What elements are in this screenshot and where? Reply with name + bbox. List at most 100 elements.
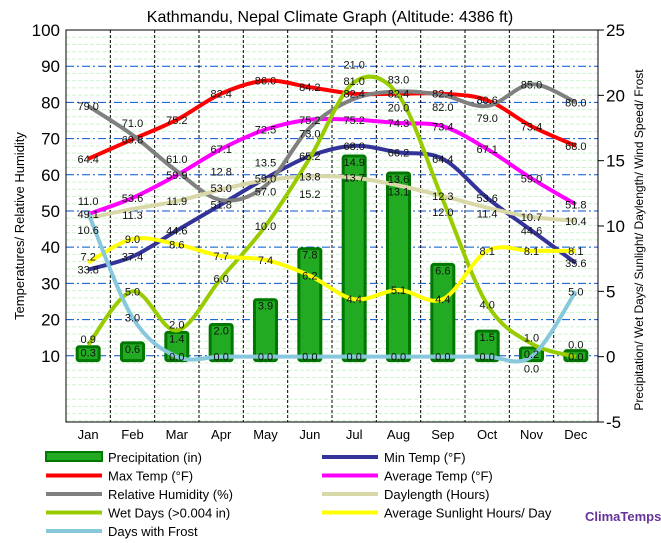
data-label: 8.1 — [480, 246, 495, 258]
data-label: 0.0 — [568, 352, 583, 364]
data-label: 72.5 — [255, 125, 276, 137]
data-label: 82.4 — [432, 89, 453, 101]
data-label: 71.0 — [122, 118, 143, 130]
data-label: 75.2 — [299, 115, 320, 127]
data-label: 82.0 — [432, 102, 453, 114]
data-label: 67.1 — [210, 144, 231, 156]
data-label: 51.8 — [210, 199, 231, 211]
data-label: 75.2 — [343, 115, 364, 127]
legend-label: Wet Days (>0.004 in) — [108, 506, 230, 521]
data-label: 86.0 — [255, 76, 276, 88]
data-label: 20.0 — [388, 102, 409, 114]
data-label: 6.6 — [435, 265, 450, 277]
data-label: 7.7 — [214, 251, 229, 263]
data-label: 69.8 — [122, 134, 143, 146]
y-tick-label: 20 — [41, 311, 60, 330]
data-label: 66.2 — [388, 147, 409, 159]
data-label: 79.0 — [77, 101, 98, 113]
data-label: 75.2 — [166, 115, 187, 127]
data-label: 10.7 — [521, 212, 542, 224]
data-label: 14.9 — [343, 157, 364, 169]
data-label: 4.4 — [347, 294, 362, 306]
legend-label: Average Temp (°F) — [384, 469, 493, 484]
data-label: 67.1 — [476, 144, 497, 156]
y2-tick-label: 20 — [606, 86, 625, 105]
data-label: 4.0 — [480, 299, 495, 311]
data-label: 49.1 — [77, 209, 98, 221]
data-label: 81.0 — [343, 76, 364, 88]
data-label: 35.6 — [565, 258, 586, 270]
data-label: 73.4 — [432, 121, 453, 133]
data-label: 2.0 — [214, 326, 229, 338]
data-label: 0.0 — [524, 364, 539, 376]
data-label: 79.0 — [476, 113, 497, 125]
data-label: 0.3 — [81, 348, 96, 360]
data-label: 82.4 — [343, 89, 364, 101]
legend-label: Daylength (Hours) — [384, 487, 490, 502]
y2-tick-label: -5 — [606, 413, 621, 432]
data-label: 64.4 — [77, 154, 98, 166]
x-tick-label: Jan — [78, 427, 99, 442]
data-label: 12.0 — [432, 207, 453, 219]
data-label: 13.8 — [299, 171, 320, 183]
data-label: 82.4 — [210, 89, 231, 101]
data-label: 10.0 — [255, 221, 276, 233]
precipitation-bar — [208, 323, 234, 363]
data-label: 53.0 — [210, 183, 231, 195]
x-tick-label: Jul — [346, 427, 363, 442]
data-label: 59.9 — [166, 170, 187, 182]
data-label: 8.6 — [169, 239, 184, 251]
data-label: 0.0 — [347, 352, 362, 364]
data-label: 44.6 — [521, 226, 542, 238]
data-label: 53.6 — [122, 193, 143, 205]
legend-label: Precipitation (in) — [108, 450, 202, 465]
legend-label: Relative Humidity (%) — [108, 487, 233, 502]
x-tick-label: May — [253, 427, 278, 442]
y2-tick-label: 5 — [606, 282, 615, 301]
data-label: 51.8 — [565, 199, 586, 211]
data-label: 7.2 — [81, 252, 96, 264]
x-tick-label: Mar — [166, 427, 189, 442]
plot-frame — [65, 29, 599, 423]
data-label: 84.2 — [299, 82, 320, 94]
data-label: 61.0 — [166, 154, 187, 166]
data-label: 0.0 — [391, 352, 406, 364]
legend-label: Max Temp (°F) — [108, 469, 193, 484]
data-label: 0.0 — [480, 352, 495, 364]
data-label: 65.2 — [299, 151, 320, 163]
data-label: 0.9 — [81, 334, 96, 346]
data-label: 11.4 — [477, 209, 498, 221]
data-label: 10.6 — [77, 225, 98, 237]
y-tick-label: 90 — [41, 57, 60, 76]
data-label: 8.1 — [524, 246, 539, 258]
data-label: 7.8 — [302, 250, 317, 262]
data-label: 1.0 — [524, 333, 539, 345]
y2-axis-label: Precipitation/ Wet Days/ Sunlight/ Dayle… — [632, 69, 646, 411]
y2-tick-label: 0 — [606, 348, 615, 367]
y-tick-label: 80 — [41, 93, 60, 112]
x-tick-label: Aug — [387, 427, 410, 442]
precipitation-bar — [386, 171, 411, 363]
precipitation-bar — [474, 329, 500, 363]
data-label: 85.0 — [521, 79, 542, 91]
data-label: 4.4 — [435, 294, 450, 306]
series-line-4 — [87, 82, 577, 203]
y2-tick-label: 10 — [606, 217, 625, 236]
series-line-6 — [86, 74, 577, 359]
data-label: 0.0 — [435, 352, 450, 364]
brand-logo: ClimaTemps — [585, 509, 661, 524]
x-tick-label: Oct — [477, 427, 498, 442]
precipitation-bar — [297, 247, 323, 363]
data-label: 74.3 — [388, 118, 409, 130]
data-label: 3.0 — [125, 312, 140, 324]
x-tick-label: Nov — [520, 427, 544, 442]
x-tick-label: Sep — [431, 427, 454, 442]
data-label: 1.5 — [480, 332, 495, 344]
data-label: 73.0 — [299, 129, 320, 141]
y-tick-label: 60 — [41, 166, 60, 185]
y2-tick-label: 25 — [606, 21, 625, 40]
y-tick-label: 40 — [41, 238, 60, 257]
x-tick-label: Feb — [121, 427, 143, 442]
legend-label: Days with Frost — [108, 524, 198, 539]
